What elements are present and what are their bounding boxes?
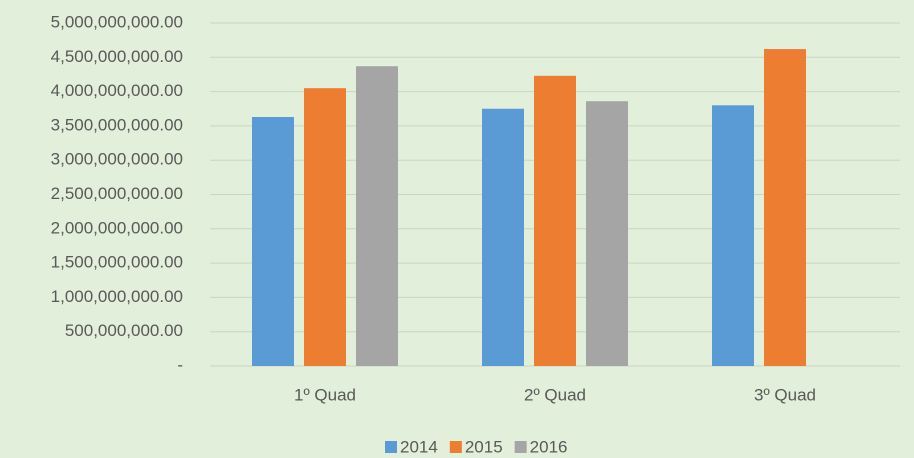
legend-label: 2016 [530,437,568,456]
y-tick-label: - [177,355,183,374]
bar [764,49,806,367]
y-tick-label: 2,500,000,000.00 [51,184,183,203]
y-tick-label: 500,000,000.00 [65,321,183,340]
bar [712,105,754,366]
legend-label: 2014 [400,437,438,456]
bar [304,88,346,367]
bar [482,108,524,366]
y-tick-label: 4,500,000,000.00 [51,47,183,66]
bar [586,101,628,366]
x-tick-label: 1º Quad [294,385,356,404]
bar [356,66,398,366]
x-tick-label: 3º Quad [754,385,816,404]
y-tick-label: 2,000,000,000.00 [51,218,183,237]
y-tick-label: 3,500,000,000.00 [51,115,183,134]
y-tick-label: 1,000,000,000.00 [51,287,183,306]
legend-swatch [385,441,397,453]
y-tick-label: 5,000,000,000.00 [51,12,183,31]
y-tick-label: 3,000,000,000.00 [51,150,183,169]
y-tick-label: 1,500,000,000.00 [51,253,183,272]
legend-swatch [449,441,462,453]
legend-swatch [514,441,527,453]
y-tick-label: 4,000,000,000.00 [51,81,183,100]
bar [252,116,294,367]
legend-label: 2015 [465,437,503,456]
x-tick-label: 2º Quad [524,385,586,404]
bar [534,75,576,367]
